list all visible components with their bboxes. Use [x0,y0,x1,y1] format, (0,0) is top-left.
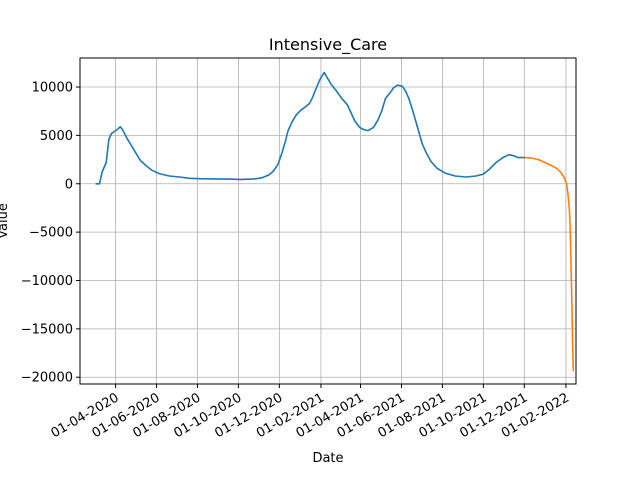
y-tick-label: 0 [65,177,73,192]
y-tick-label: 10000 [32,81,73,96]
y-tick-label: −15000 [21,322,73,337]
chart-title: Intensive_Care [269,35,387,55]
y-tick-label: −10000 [21,274,73,289]
y-axis-label: Value [0,203,11,239]
x-axis-label: Date [312,451,343,466]
grid-y [80,86,576,378]
series-layer [95,71,575,372]
y-tick-label: −20000 [21,371,73,386]
y-ticks: 10000 5000 0 −5000 −10000 −15000 −20000 [21,81,80,386]
series-line-2 [524,156,575,372]
series-line-1 [95,71,526,185]
x-ticks: 01-04-202001-06-202001-08-202001-10-2020… [49,384,572,441]
plot-frame [79,57,577,385]
y-tick-label: −5000 [29,226,73,241]
y-tick-label: 5000 [40,129,73,144]
grid-x [115,58,567,384]
